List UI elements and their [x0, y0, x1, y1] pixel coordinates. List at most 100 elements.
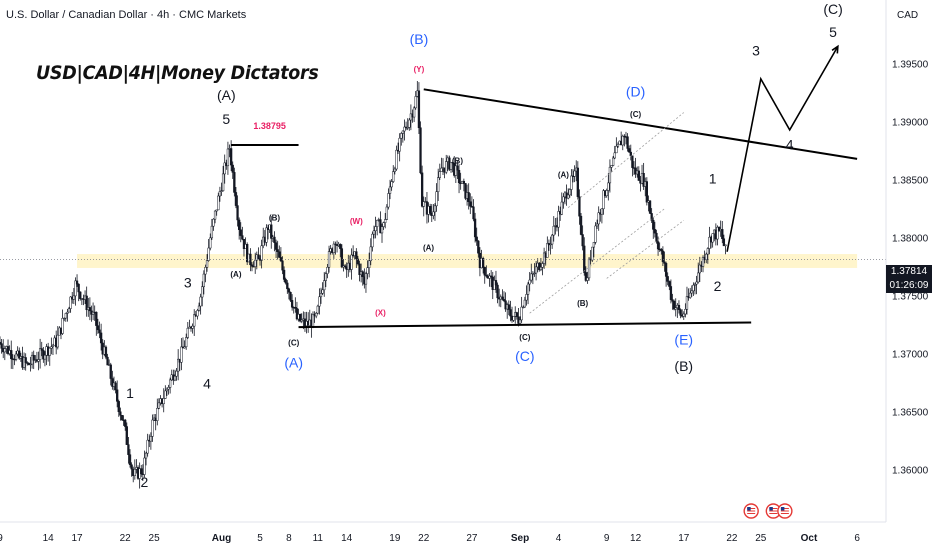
candle-body	[438, 171, 441, 178]
candle-body	[316, 305, 319, 314]
candle-body	[177, 358, 180, 372]
candle-body	[143, 457, 146, 475]
candle-body	[666, 276, 669, 282]
candle-body	[382, 222, 385, 227]
wave-label: (B)	[269, 213, 280, 222]
candle-body	[400, 133, 403, 139]
candle-body	[581, 234, 584, 247]
candle-body	[716, 227, 719, 240]
candle-body	[697, 272, 700, 283]
candle-body	[660, 249, 663, 252]
candle-body	[196, 310, 199, 317]
candle-body	[98, 329, 101, 334]
candle-body	[608, 166, 612, 184]
candle-body	[185, 337, 188, 348]
candle-body	[315, 312, 318, 317]
candle-body	[578, 196, 581, 217]
candle-body	[116, 389, 119, 402]
candle-body	[300, 319, 303, 322]
x-tick-label: 8	[286, 533, 292, 544]
x-tick-label: 27	[466, 533, 478, 544]
candle-body	[628, 148, 631, 153]
candle-body	[75, 280, 79, 285]
candle-body	[684, 309, 687, 315]
candle-body	[223, 162, 226, 175]
candle-body	[42, 350, 45, 360]
candle-body	[457, 169, 461, 184]
candle-body	[324, 273, 327, 281]
candle-body	[260, 245, 263, 261]
candle-body	[611, 157, 615, 166]
candle-body	[615, 145, 618, 154]
candle-body	[456, 165, 459, 171]
candle-body	[274, 242, 278, 250]
x-tick-label: 6	[854, 533, 860, 544]
wave-label: 4	[203, 376, 211, 392]
candle-body	[229, 148, 233, 166]
candle-body	[579, 215, 583, 235]
candle-body	[562, 196, 565, 203]
wave-label: 2	[141, 474, 149, 490]
channel-line	[606, 220, 685, 279]
candle-body	[528, 279, 531, 285]
candle-body	[692, 284, 695, 292]
candle-body	[233, 172, 236, 193]
channel-line	[567, 112, 685, 208]
candle-body	[549, 243, 552, 246]
candle-body	[507, 304, 510, 310]
wave-label: (A)	[423, 244, 434, 253]
event-icons-layer[interactable]	[743, 503, 793, 519]
candle-body	[250, 264, 254, 267]
candle-body	[602, 190, 605, 210]
x-tick-label: 4	[556, 533, 562, 544]
wave-label: 1	[709, 170, 717, 186]
candle-body	[518, 319, 522, 324]
candle-body	[191, 325, 194, 329]
candle-body	[0, 341, 2, 344]
candle-body	[672, 301, 676, 310]
candle-body	[323, 280, 326, 291]
candle-body	[388, 186, 392, 194]
candle-body	[361, 271, 364, 277]
candle-body	[395, 149, 398, 170]
x-tick-label: 9	[0, 533, 3, 544]
candle-body	[149, 436, 153, 442]
candle-body	[24, 357, 27, 363]
trend-line	[298, 321, 752, 329]
channel-line	[529, 208, 665, 314]
candle-body	[467, 192, 470, 202]
candle-body	[419, 127, 422, 174]
us-event-icon[interactable]	[777, 503, 793, 519]
candle-body	[475, 236, 478, 242]
candle-body	[282, 269, 286, 280]
candle-body	[576, 167, 579, 197]
candle-body	[114, 382, 117, 391]
candle-body	[401, 130, 405, 134]
candle-body	[610, 165, 613, 168]
x-tick-label: 14	[43, 533, 55, 544]
candle-body	[567, 194, 570, 199]
candle-body	[125, 426, 128, 445]
us-event-icon[interactable]	[743, 503, 759, 519]
candle-body	[183, 346, 186, 349]
candle-body	[380, 226, 384, 234]
candle-body	[63, 317, 66, 320]
candle-body	[372, 230, 376, 235]
candle-body	[74, 280, 77, 297]
candle-body	[541, 263, 544, 268]
candle-body	[570, 175, 573, 190]
candle-body	[6, 346, 10, 354]
candle-body	[663, 261, 666, 264]
candle-body	[257, 254, 260, 259]
candle-body	[202, 273, 205, 287]
candle-body	[88, 307, 92, 312]
x-tick-label: 11	[313, 533, 324, 544]
candle-body	[69, 296, 72, 309]
candle-body	[239, 229, 242, 236]
candle-body	[66, 311, 69, 314]
wave-label: 5	[222, 111, 230, 127]
candle-body	[539, 266, 543, 271]
candle-body	[234, 192, 238, 206]
candle-body	[217, 195, 220, 211]
